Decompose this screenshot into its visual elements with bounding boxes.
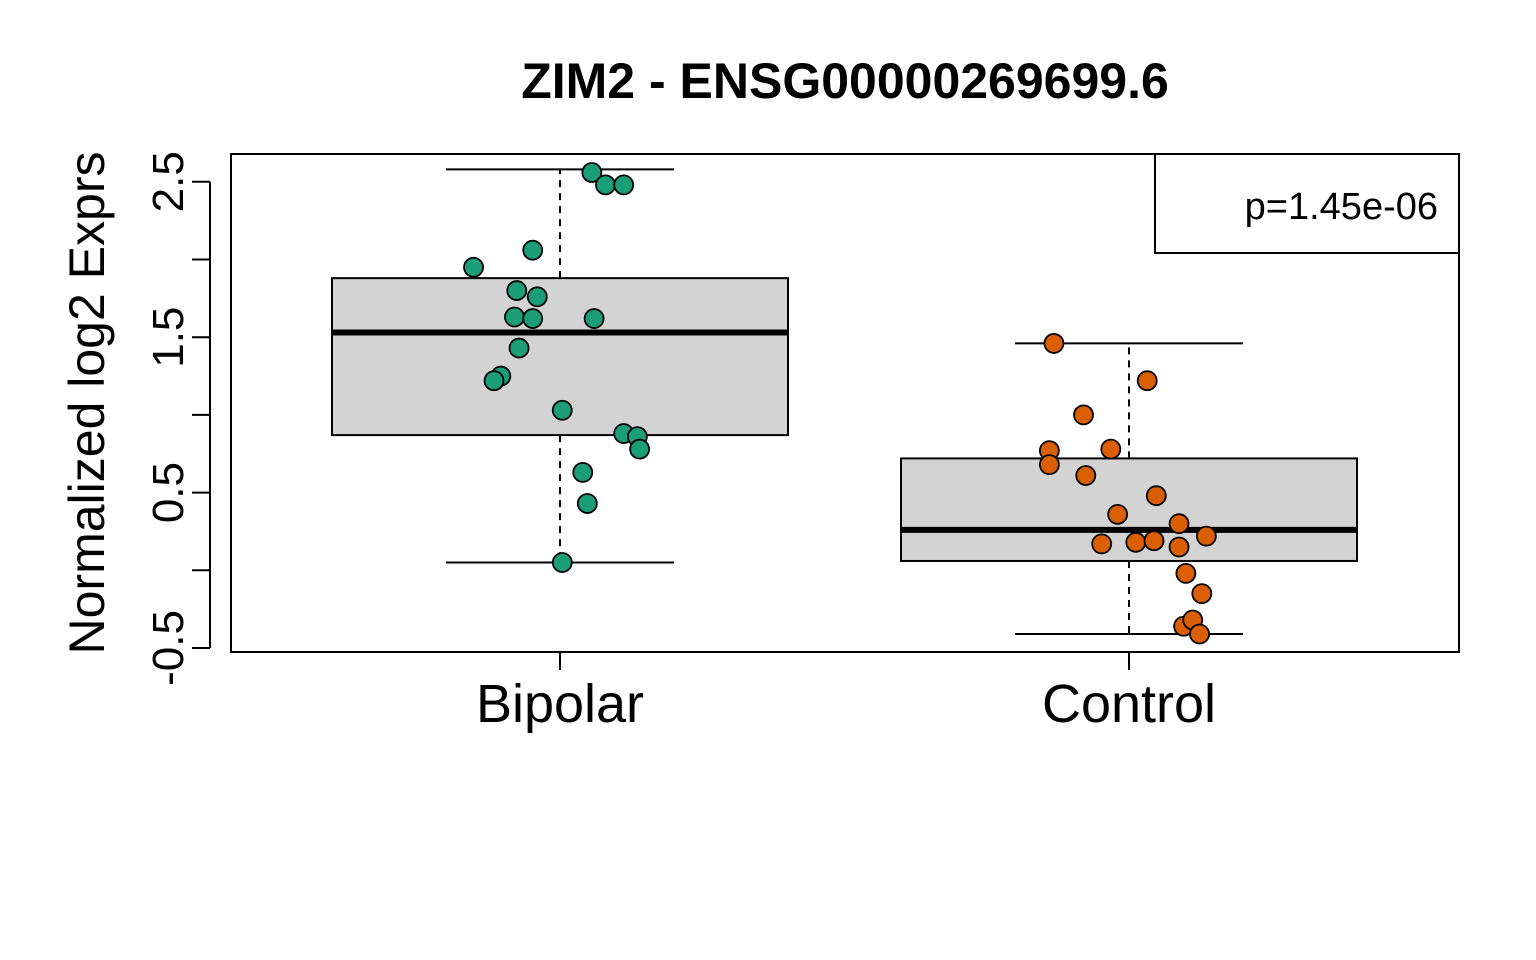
data-point bbox=[1143, 530, 1165, 552]
data-point bbox=[1195, 525, 1217, 547]
data-point bbox=[613, 174, 635, 196]
data-point bbox=[1091, 533, 1113, 555]
data-point bbox=[1043, 333, 1065, 354]
y-tick-label: -0.5 bbox=[144, 610, 193, 686]
x-tick-label-control: Control bbox=[1042, 674, 1216, 734]
data-point bbox=[522, 239, 544, 261]
data-point bbox=[526, 286, 548, 308]
data-point bbox=[1038, 454, 1060, 476]
data-point bbox=[1175, 563, 1197, 584]
data-point bbox=[1107, 503, 1129, 525]
x-tick-label-bipolar: Bipolar bbox=[476, 674, 644, 734]
p-value-annotation: p=1.45e-06 bbox=[1245, 186, 1438, 228]
data-point bbox=[1189, 623, 1210, 645]
data-point bbox=[508, 337, 530, 359]
data-point bbox=[595, 174, 616, 196]
data-point bbox=[576, 493, 598, 514]
data-point bbox=[583, 308, 605, 329]
data-point bbox=[572, 461, 594, 483]
box-bipolar bbox=[331, 168, 789, 564]
data-point bbox=[504, 306, 525, 328]
box-control bbox=[900, 342, 1358, 636]
data-point bbox=[1075, 465, 1097, 486]
data-point bbox=[506, 280, 528, 301]
y-tick-label: 1.5 bbox=[144, 307, 193, 368]
data-point bbox=[1125, 531, 1147, 553]
legend-box bbox=[1154, 153, 1460, 254]
chart-title: ZIM2 - ENSG00000269699.6 bbox=[521, 53, 1169, 109]
y-tick-label: 0.5 bbox=[144, 462, 193, 523]
data-point bbox=[463, 256, 484, 278]
data-point bbox=[1145, 485, 1167, 507]
plot-frame bbox=[230, 153, 1460, 653]
data-point bbox=[1100, 438, 1122, 460]
data-point bbox=[551, 552, 573, 573]
y-tick-label: 2.5 bbox=[144, 151, 193, 212]
points-bipolar bbox=[463, 162, 651, 573]
plot-area bbox=[331, 162, 1358, 645]
data-point bbox=[629, 438, 651, 460]
data-point bbox=[581, 162, 603, 183]
y-axis-label: Normalized log2 Exprs bbox=[59, 152, 115, 655]
data-point bbox=[1168, 513, 1190, 535]
data-point bbox=[1191, 583, 1213, 605]
data-point bbox=[1136, 370, 1158, 392]
legend: p=1.45e-06 bbox=[1154, 153, 1460, 254]
data-point bbox=[551, 399, 573, 421]
points-control bbox=[1038, 333, 1217, 645]
data-point bbox=[1073, 404, 1094, 426]
data-point bbox=[522, 308, 544, 329]
data-point bbox=[1168, 536, 1190, 558]
data-point bbox=[483, 370, 505, 392]
